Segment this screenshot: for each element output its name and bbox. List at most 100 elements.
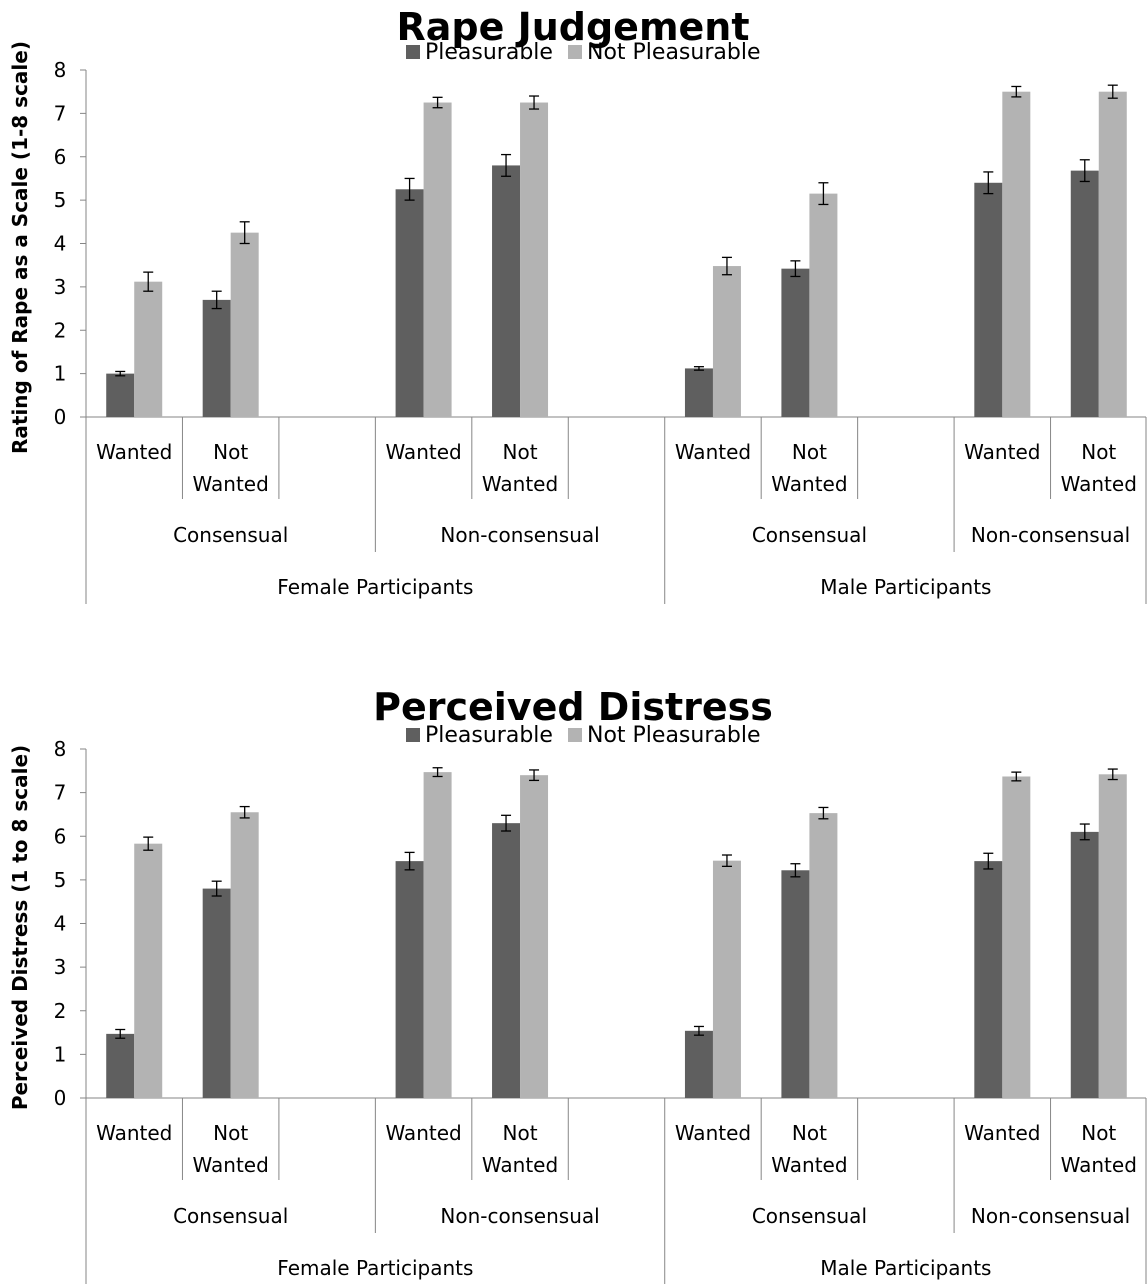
x-group-label: Consensual [173, 1204, 288, 1228]
x-tick-label: Wanted [96, 1121, 172, 1145]
x-tick-label: Not [792, 1121, 827, 1145]
chart-title: Rape Judgement [396, 5, 749, 49]
y-tick-label: 5 [54, 868, 67, 892]
bar-pleasurable [202, 888, 231, 1098]
bar-pleasurable [684, 1030, 713, 1098]
bar-not-pleasurable [1098, 774, 1127, 1098]
x-tick-label: Wanted [771, 1153, 847, 1177]
x-tick-label: Wanted [482, 1153, 558, 1177]
bar-pleasurable [106, 373, 135, 417]
y-tick-label: 3 [54, 275, 67, 299]
x-tick-label: Not [792, 440, 827, 464]
bar-pleasurable [974, 861, 1003, 1098]
bar-pleasurable [395, 189, 424, 417]
y-tick-label: 2 [54, 318, 67, 342]
x-group-label: Male Participants [820, 1256, 991, 1280]
x-tick-label: Wanted [771, 472, 847, 496]
bar-not-pleasurable [134, 281, 163, 417]
x-group-label: Non-consensual [440, 1204, 599, 1228]
x-tick-label: Wanted [1061, 472, 1137, 496]
x-tick-label: Not [503, 440, 538, 464]
bar-pleasurable [1070, 170, 1099, 417]
bar-not-pleasurable [1002, 91, 1031, 417]
x-group-label: Non-consensual [971, 523, 1130, 547]
legend-swatch-1 [406, 728, 420, 742]
bar-not-pleasurable [1098, 91, 1127, 417]
legend-label-2: Not Pleasurable [587, 40, 760, 65]
x-tick-label: Wanted [96, 440, 172, 464]
x-tick-label: Wanted [385, 440, 461, 464]
bar-pleasurable [974, 182, 1003, 417]
x-tick-label: Wanted [675, 1121, 751, 1145]
y-tick-label: 7 [54, 101, 67, 125]
bar-pleasurable [395, 861, 424, 1098]
y-tick-label: 8 [54, 58, 67, 82]
bar-pleasurable [781, 870, 810, 1098]
x-tick-label: Wanted [964, 1121, 1040, 1145]
y-tick-label: 8 [54, 737, 67, 761]
bar-pleasurable [492, 823, 521, 1098]
legend-swatch-1 [406, 45, 420, 59]
x-tick-label: Wanted [675, 440, 751, 464]
x-group-label: Female Participants [277, 1256, 473, 1280]
x-group-label: Male Participants [820, 575, 991, 599]
x-tick-label: Not [1081, 440, 1116, 464]
y-tick-label: 6 [54, 145, 67, 169]
bar-not-pleasurable [809, 813, 838, 1098]
bar-not-pleasurable [712, 860, 741, 1098]
chart-title: Perceived Distress [373, 685, 773, 729]
bar-pleasurable [1070, 831, 1099, 1098]
y-tick-label: 6 [54, 824, 67, 848]
x-group-label: Consensual [752, 1204, 867, 1228]
y-tick-label: 3 [54, 955, 67, 979]
bar-pleasurable [684, 368, 713, 417]
y-tick-label: 4 [54, 232, 67, 256]
bar-not-pleasurable [809, 193, 838, 417]
bar-not-pleasurable [230, 232, 259, 417]
x-tick-label: Wanted [964, 440, 1040, 464]
x-tick-label: Wanted [1061, 1153, 1137, 1177]
x-tick-label: Wanted [193, 472, 269, 496]
y-tick-label: 2 [54, 999, 67, 1023]
x-tick-label: Wanted [385, 1121, 461, 1145]
y-tick-label: 0 [54, 405, 67, 429]
bar-not-pleasurable [423, 102, 452, 417]
x-tick-label: Wanted [193, 1153, 269, 1177]
x-group-label: Non-consensual [440, 523, 599, 547]
y-axis-label: Rating of Rape as a Scale (1-8 scale) [8, 41, 32, 454]
x-tick-label: Not [503, 1121, 538, 1145]
y-axis-label: Perceived Distress (1 to 8 scale) [8, 745, 32, 1110]
y-tick-label: 7 [54, 781, 67, 805]
bar-pleasurable [106, 1033, 135, 1098]
bar-pleasurable [781, 268, 810, 417]
bar-not-pleasurable [520, 775, 549, 1098]
x-group-label: Non-consensual [971, 1204, 1130, 1228]
bar-not-pleasurable [520, 102, 549, 417]
y-tick-label: 5 [54, 188, 67, 212]
bar-not-pleasurable [230, 812, 259, 1098]
x-tick-label: Not [1081, 1121, 1116, 1145]
bar-not-pleasurable [423, 772, 452, 1098]
x-group-label: Female Participants [277, 575, 473, 599]
x-group-label: Consensual [752, 523, 867, 547]
y-tick-label: 1 [54, 362, 67, 386]
y-tick-label: 1 [54, 1042, 67, 1066]
bar-pleasurable [492, 165, 521, 417]
legend-label-2: Not Pleasurable [587, 723, 760, 748]
bar-not-pleasurable [712, 266, 741, 417]
bar-not-pleasurable [1002, 776, 1031, 1098]
x-tick-label: Wanted [482, 472, 558, 496]
bar-pleasurable [202, 299, 231, 417]
x-tick-label: Not [213, 1121, 248, 1145]
legend-swatch-2 [568, 45, 582, 59]
x-tick-label: Not [213, 440, 248, 464]
legend-label-1: Pleasurable [425, 723, 553, 748]
bar-not-pleasurable [134, 843, 163, 1098]
legend-swatch-2 [568, 728, 582, 742]
x-group-label: Consensual [173, 523, 288, 547]
legend-label-1: Pleasurable [425, 40, 553, 65]
y-tick-label: 0 [54, 1086, 67, 1110]
